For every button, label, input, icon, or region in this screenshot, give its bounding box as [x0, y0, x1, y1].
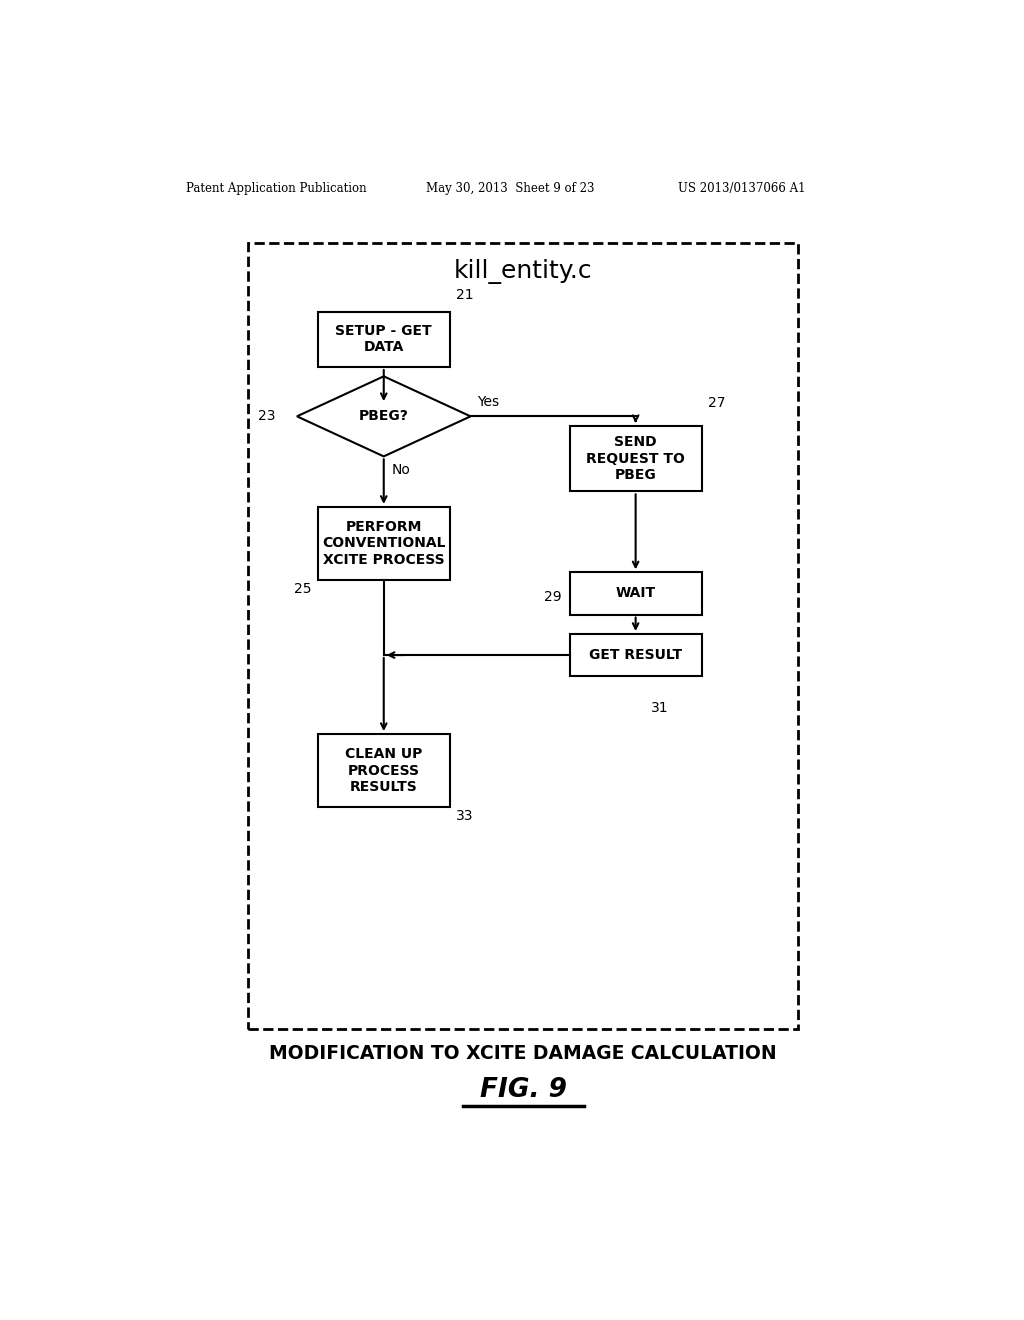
Text: SEND
REQUEST TO
PBEG: SEND REQUEST TO PBEG [586, 436, 685, 482]
Text: FIG. 9: FIG. 9 [480, 1077, 566, 1104]
Text: MODIFICATION TO XCITE DAMAGE CALCULATION: MODIFICATION TO XCITE DAMAGE CALCULATION [269, 1044, 777, 1063]
Text: 29: 29 [545, 590, 562, 605]
Text: PERFORM
CONVENTIONAL
XCITE PROCESS: PERFORM CONVENTIONAL XCITE PROCESS [322, 520, 445, 566]
FancyBboxPatch shape [317, 507, 450, 579]
Text: 31: 31 [651, 701, 669, 715]
FancyBboxPatch shape [317, 312, 450, 367]
Text: May 30, 2013  Sheet 9 of 23: May 30, 2013 Sheet 9 of 23 [426, 182, 595, 194]
Text: US 2013/0137066 A1: US 2013/0137066 A1 [678, 182, 806, 194]
Text: PBEG?: PBEG? [358, 409, 409, 424]
Bar [248, 243, 799, 1028]
Text: 33: 33 [456, 809, 473, 824]
Text: kill_entity.c: kill_entity.c [454, 259, 593, 284]
Text: 23: 23 [258, 409, 275, 424]
Polygon shape [297, 376, 471, 457]
Text: No: No [391, 462, 411, 477]
Text: Yes: Yes [477, 395, 499, 409]
Text: GET RESULT: GET RESULT [589, 648, 682, 663]
FancyBboxPatch shape [569, 634, 701, 676]
FancyBboxPatch shape [569, 426, 701, 491]
Text: SETUP - GET
DATA: SETUP - GET DATA [336, 325, 432, 355]
Text: 27: 27 [708, 396, 725, 411]
Text: WAIT: WAIT [615, 586, 655, 601]
Text: 21: 21 [456, 288, 473, 302]
Text: CLEAN UP
PROCESS
RESULTS: CLEAN UP PROCESS RESULTS [345, 747, 423, 793]
FancyBboxPatch shape [317, 734, 450, 807]
FancyBboxPatch shape [569, 573, 701, 615]
Text: 25: 25 [294, 582, 311, 597]
Text: Patent Application Publication: Patent Application Publication [186, 182, 367, 194]
